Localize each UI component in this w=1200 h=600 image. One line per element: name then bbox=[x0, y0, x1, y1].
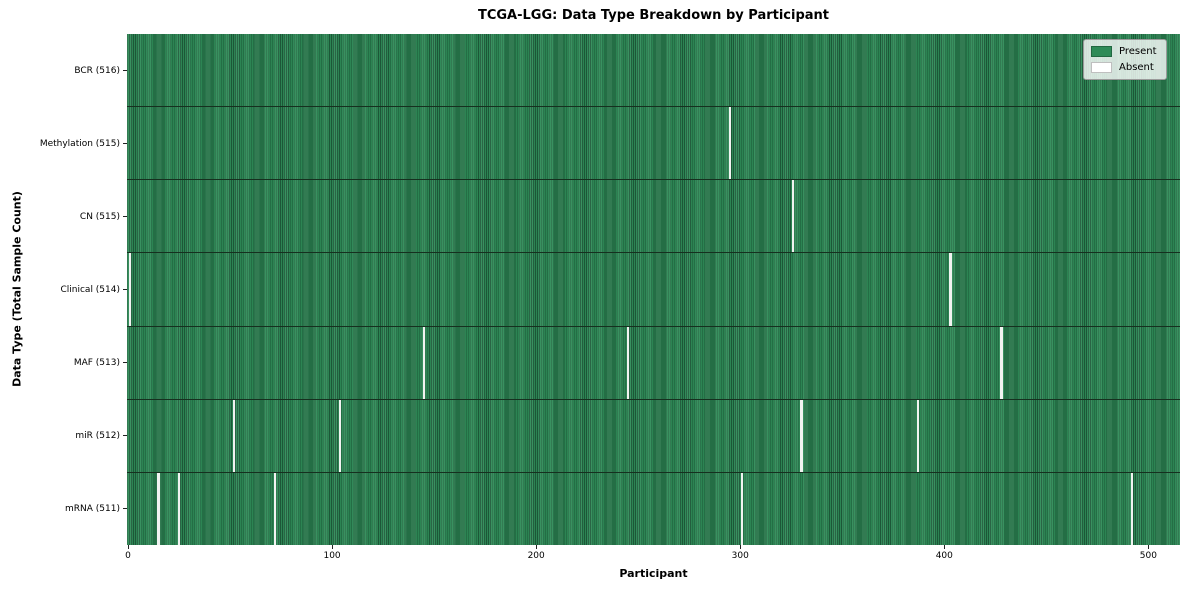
legend-label: Present bbox=[1119, 46, 1157, 57]
legend: Present Absent bbox=[1083, 39, 1167, 80]
heatmap-row-methylation bbox=[127, 107, 1180, 181]
y-tick-mark bbox=[123, 435, 127, 436]
legend-label: Absent bbox=[1119, 62, 1154, 73]
chart-title: TCGA-LGG: Data Type Breakdown by Partici… bbox=[477, 8, 830, 23]
absent-gap bbox=[128, 253, 132, 326]
absent-gap bbox=[1000, 326, 1003, 399]
x-tick-label: 500 bbox=[1139, 551, 1157, 561]
legend-swatch-present bbox=[1091, 46, 1112, 57]
heatmap-row-clinical bbox=[127, 253, 1180, 327]
x-tick-mark bbox=[535, 545, 537, 549]
y-tick-label: Methylation (515) bbox=[39, 138, 120, 149]
absent-gap bbox=[273, 472, 277, 545]
x-tick-label: 0 bbox=[125, 551, 131, 561]
legend-item-present: Present bbox=[1091, 46, 1157, 57]
absent-gap bbox=[232, 399, 236, 472]
y-tick-mark bbox=[123, 362, 127, 363]
y-tick-mark bbox=[123, 216, 127, 217]
y-tick-mark bbox=[123, 508, 127, 509]
absent-gap bbox=[177, 472, 181, 545]
absent-gap bbox=[626, 326, 630, 399]
legend-item-absent: Absent bbox=[1091, 62, 1157, 73]
absent-gap bbox=[916, 399, 919, 472]
y-tick-mark bbox=[123, 289, 127, 290]
y-tick-label: MAF (513) bbox=[73, 357, 120, 368]
y-tick-mark bbox=[123, 70, 127, 71]
absent-gap bbox=[792, 180, 795, 253]
absent-gap bbox=[157, 472, 160, 545]
absent-gap bbox=[741, 472, 744, 545]
heatmap-row-maf bbox=[127, 326, 1180, 400]
absent-gap bbox=[949, 253, 952, 326]
absent-gap bbox=[1130, 472, 1134, 545]
x-tick-label: 200 bbox=[527, 551, 545, 561]
x-axis-label: Participant bbox=[619, 567, 688, 580]
y-tick-mark bbox=[123, 143, 127, 144]
y-tick-label: BCR (516) bbox=[74, 65, 120, 76]
x-tick-label: 300 bbox=[731, 551, 749, 561]
heatmap-row-cn bbox=[127, 180, 1180, 254]
x-tick-mark bbox=[739, 545, 741, 549]
absent-gap bbox=[800, 399, 803, 472]
x-tick-mark bbox=[331, 545, 333, 549]
legend-swatch-absent bbox=[1091, 62, 1112, 73]
absent-gap bbox=[728, 107, 732, 180]
y-tick-label: miR (512) bbox=[75, 430, 120, 441]
y-tick-label: mRNA (511) bbox=[65, 503, 120, 514]
absent-gap bbox=[339, 399, 342, 472]
x-tick-mark bbox=[127, 545, 129, 549]
x-tick-mark bbox=[1147, 545, 1149, 549]
heatmap-row-mrna bbox=[127, 472, 1180, 545]
y-tick-label: Clinical (514) bbox=[60, 284, 120, 295]
heatmap-row-mir bbox=[127, 399, 1180, 473]
y-tick-label: CN (515) bbox=[79, 211, 120, 222]
heatmap-row-bcr bbox=[127, 34, 1180, 108]
x-tick-label: 100 bbox=[323, 551, 341, 561]
absent-gap bbox=[422, 326, 426, 399]
plot-area bbox=[127, 34, 1180, 545]
x-tick-label: 400 bbox=[935, 551, 953, 561]
x-tick-mark bbox=[943, 545, 945, 549]
